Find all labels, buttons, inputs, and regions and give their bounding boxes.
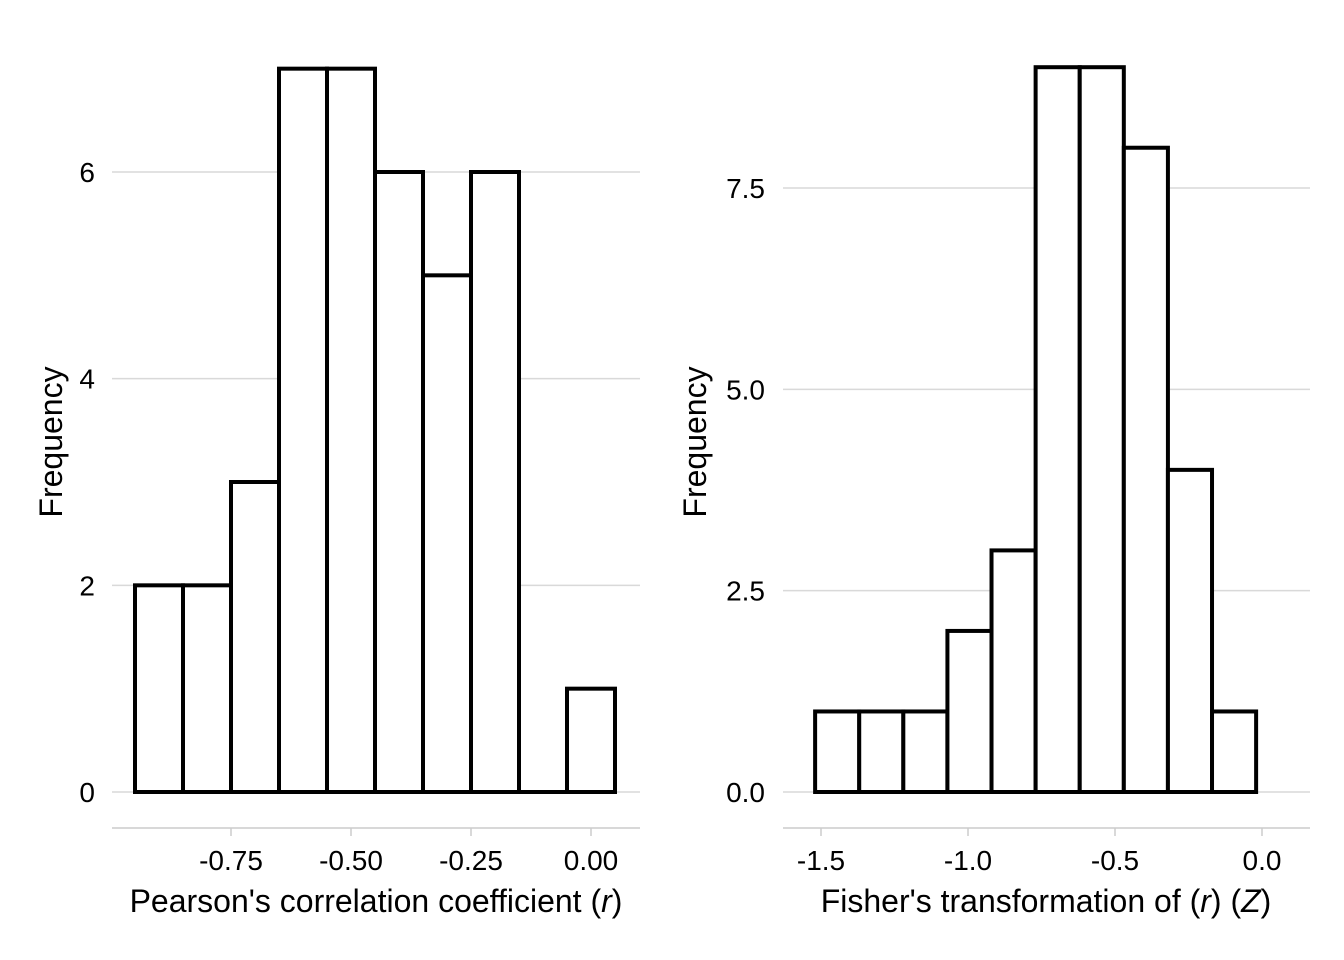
fisher-z-histogram-panel: -1.5 -1.0 -0.5 0.0 0.0 2.5 5.0 7.5 Frequency Fish… [677,65,1310,919]
histogram-bar [229,480,281,794]
histogram-bar [857,709,906,795]
histogram-bar [1077,65,1126,794]
histogram-bar [469,170,521,794]
y-axis-title: Frequency [33,366,69,517]
y-tick-label: 0 [79,777,95,808]
x-axis-title-symbol: r [1200,883,1212,919]
x-tick-label: -1.5 [797,845,845,876]
histogram-bar [277,66,329,794]
histogram-bar [373,170,425,794]
x-axis-title-symbol: Z [1240,883,1262,919]
x-axis-title: Pearson's correlation coefficient (r) [130,883,623,919]
y-tick-label: 2.5 [726,576,765,607]
y-axis-title: Frequency [677,366,713,517]
y-tick-label: 0.0 [726,777,765,808]
pearson-r-histogram-panel: -0.75 -0.50 -0.25 0.00 0 2 4 6 Frequency Pearson'… [33,66,640,919]
y-tick-label: 4 [79,364,95,395]
x-axis-title-text: Pearson's correlation coefficient ( [130,883,602,919]
x-axis-title-text: Fisher's transformation of ( [821,883,1201,919]
x-tick-label: 0.00 [564,845,619,876]
x-tick-label: -0.25 [439,845,503,876]
x-axis-title: Fisher's transformation of (r) (Z) [821,883,1272,919]
x-tick-label: -1.0 [944,845,992,876]
histogram-bar [813,709,862,795]
histogram-bar [1121,145,1170,794]
histogram-bar [989,548,1038,795]
histogram-bar [181,583,233,794]
histogram-bar [421,273,473,795]
histogram-bar [1033,65,1082,794]
y-tick-label: 2 [79,570,95,601]
x-axis-title-paren: ) [612,883,623,919]
histogram-bar [1210,709,1259,795]
histogram-bar [901,709,950,795]
y-tick-label: 6 [79,157,95,188]
histogram-bar [565,686,617,795]
y-tick-label: 7.5 [726,173,765,204]
x-axis-title-paren: ) [1211,883,1222,919]
histogram-bar [325,66,377,794]
y-tick-label: 5.0 [726,374,765,405]
histogram-bar [945,628,994,795]
x-axis-title-paren: ) [1261,883,1272,919]
x-tick-label: -0.5 [1091,845,1139,876]
x-tick-label: -0.75 [199,845,263,876]
x-axis-title-paren: ( [1222,883,1242,919]
x-tick-label: -0.50 [319,845,383,876]
x-axis-title-symbol: r [601,883,613,919]
x-tick-label: 0.0 [1243,845,1282,876]
histogram-bar [1165,467,1215,794]
histogram-bar [133,583,185,794]
